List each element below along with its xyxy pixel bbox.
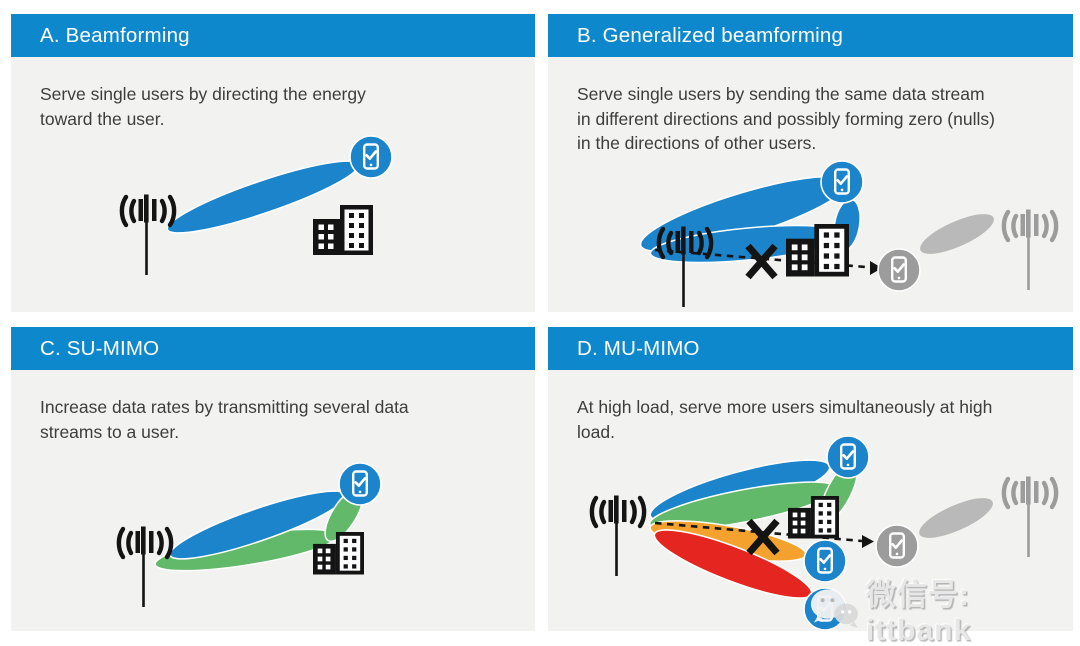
phone-check-icon — [337, 461, 383, 507]
panel-b-illustration — [639, 159, 1073, 312]
panel-d-title: D. MU-MIMO — [548, 327, 1073, 370]
panel-generalized-beamforming: B. Generalized beamforming Serve single … — [548, 14, 1073, 312]
phone-gray-icon — [876, 247, 922, 293]
panel-c-title: C. SU-MIMO — [11, 327, 535, 370]
antenna-icon — [592, 496, 644, 577]
phone-check-icon — [348, 134, 394, 180]
wechat-icon — [810, 589, 858, 628]
panel-c-illustration — [11, 461, 383, 631]
panel-b-description: Serve single users by sending the same d… — [577, 84, 995, 153]
panel-b-title: B. Generalized beamforming — [548, 14, 1073, 57]
x-mark-icon — [745, 243, 778, 280]
panel-mu-mimo: D. MU-MIMO At high load, serve more user… — [548, 327, 1073, 631]
panel-a-body: Serve single users by directing the ener… — [11, 57, 535, 312]
panel-a-illustration — [11, 134, 394, 312]
beam-gray — [919, 498, 993, 538]
beam-gray — [920, 214, 994, 254]
antenna-icon — [122, 195, 174, 276]
watermark: 微信号: ittbank — [806, 570, 1080, 646]
phone-gray-icon — [874, 523, 920, 569]
panel-b-body: Serve single users by sending the same d… — [548, 57, 1073, 312]
panel-d-illustration — [548, 434, 1073, 631]
panel-d-description: At high load, serve more users simultane… — [577, 397, 993, 442]
antenna-icon — [659, 227, 711, 308]
arrowhead — [870, 261, 882, 275]
panel-su-mimo: C. SU-MIMO Increase data rates by transm… — [11, 327, 535, 631]
panel-c-description: Increase data rates by transmitting seve… — [40, 397, 409, 442]
arrowhead — [862, 535, 874, 548]
building-icon — [313, 205, 373, 255]
panel-a-description: Serve single users by directing the ener… — [40, 84, 366, 129]
x-mark-icon — [746, 518, 780, 556]
panel-c-body: Increase data rates by transmitting seve… — [11, 370, 535, 631]
antenna-gray-icon — [1004, 210, 1056, 291]
panel-beamforming: A. Beamforming Serve single users by dir… — [11, 14, 535, 312]
panel-a-title: A. Beamforming — [11, 14, 535, 57]
panel-d-body: At high load, serve more users simultane… — [548, 370, 1073, 631]
phone-check-icon — [819, 159, 865, 205]
watermark-text: 微信号: ittbank — [865, 579, 972, 646]
antenna-gray-icon — [1004, 477, 1056, 558]
